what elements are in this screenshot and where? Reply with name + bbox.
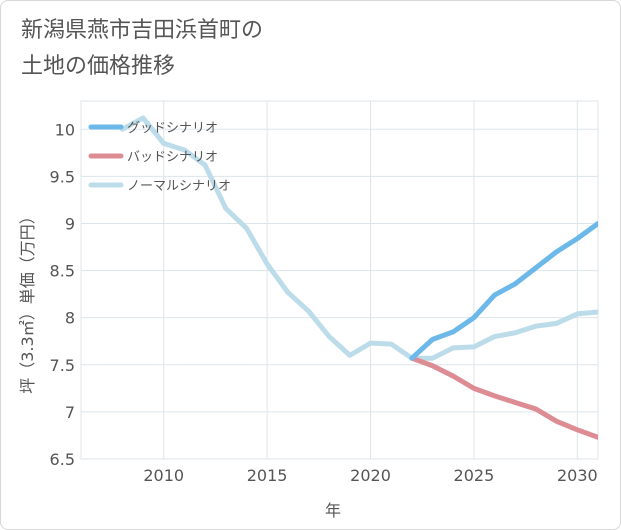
y-tick-label: 8.5: [50, 262, 75, 281]
y-tick-label: 10: [55, 120, 75, 139]
y-tick-labels: 6.5 7 7.5 8 8.5 9 9.5 10: [50, 120, 75, 469]
x-tick-label: 2010: [143, 466, 184, 485]
x-tick-label: 2015: [247, 466, 288, 485]
x-tick-label: 2025: [454, 466, 495, 485]
y-tick-label: 7.5: [50, 356, 75, 375]
y-tick-label: 9.5: [50, 167, 75, 186]
legend-label: バッドシナリオ: [127, 150, 218, 165]
y-tick-label: 7: [65, 403, 75, 422]
y-tick-label: 8: [65, 309, 75, 328]
x-tick-label: 2020: [350, 466, 391, 485]
chart-title: 新潟県燕市吉田浜首町の 土地の価格推移: [21, 13, 441, 85]
x-tick-labels: 2010 2015 2020 2025 2030: [143, 466, 597, 485]
series-line-good: [409, 220, 598, 361]
x-axis-label: 年: [325, 501, 341, 520]
legend-label: グッドシナリオ: [127, 121, 218, 136]
y-tick-label: 6.5: [50, 450, 75, 469]
grid: [80, 100, 599, 460]
y-tick-label: 9: [65, 214, 75, 233]
y-axis-label: 坪（3.3㎡）単価（万円）: [18, 208, 37, 393]
chart-title-line-2: 土地の価格推移: [21, 54, 176, 79]
x-tick-label: 2030: [557, 466, 598, 485]
series-line-bad: [409, 355, 598, 440]
legend-label: ノーマルシナリオ: [127, 179, 231, 194]
series-line-normal: [119, 115, 598, 361]
chart-title-line-1: 新潟県燕市吉田浜首町の: [21, 18, 264, 43]
series-lines: [119, 115, 598, 440]
